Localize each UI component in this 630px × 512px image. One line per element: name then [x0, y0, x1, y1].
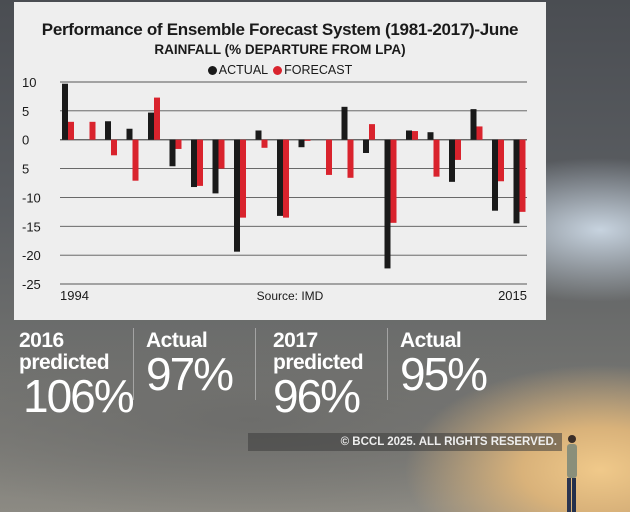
divider — [133, 328, 134, 400]
stat-value: 106% — [23, 370, 135, 422]
bar-forecast-1998 — [154, 97, 160, 140]
y-tick-label: -25 — [22, 277, 41, 292]
bar-forecast-2008 — [369, 124, 375, 140]
y-tick-label: 0 — [22, 133, 29, 148]
person-looking-up-image — [567, 435, 577, 512]
legend-forecast-label: FORECAST — [284, 63, 353, 77]
bar-forecast-1995 — [89, 121, 96, 140]
bar-forecast-2006 — [326, 139, 332, 175]
chart-title: Performance of Ensemble Forecast System … — [41, 20, 519, 39]
y-tick-label: -20 — [22, 248, 41, 263]
bar-actual-2001 — [212, 139, 219, 194]
stat-label: predicted — [19, 351, 110, 374]
y-tick-label: 5 — [22, 162, 29, 177]
stat-label: predicted — [273, 351, 364, 374]
stat-label: Actual — [146, 329, 208, 352]
bar-forecast-1997 — [132, 139, 139, 181]
bar-actual-2004 — [277, 139, 283, 216]
bar-actual-1997 — [126, 128, 133, 140]
legend-forecast-marker — [273, 66, 283, 75]
bar-actual-1998 — [148, 112, 154, 140]
chart-subtitle: RAINFALL (% DEPARTURE FROM LPA) — [154, 42, 406, 57]
y-tick-label: 5 — [22, 104, 29, 119]
bar-actual-2005 — [298, 139, 305, 148]
copyright-notice: © BCCL 2025. ALL RIGHTS RESERVED. — [248, 433, 562, 451]
stat-value: 96% — [273, 370, 361, 422]
bar-forecast-2009 — [390, 139, 397, 223]
bar-forecast-2002 — [240, 139, 246, 218]
stat-2017-actual: Actual 95% — [400, 329, 488, 400]
bar-actual-2015 — [513, 139, 520, 224]
bar-forecast-2005 — [304, 139, 311, 141]
bar-forecast-2001 — [218, 139, 225, 169]
bar-actual-2014 — [492, 139, 498, 211]
bar-forecast-2000 — [197, 139, 203, 186]
legend: ACTUAL FORECAST — [14, 63, 546, 77]
bar-forecast-2007 — [347, 139, 354, 178]
bar-forecast-1994 — [68, 121, 74, 140]
stat-value: 95% — [400, 348, 488, 400]
bar-forecast-2012 — [455, 139, 461, 160]
bar-actual-1999 — [169, 139, 176, 167]
chart-panel: Performance of Ensemble Forecast System … — [14, 2, 546, 320]
bar-actual-2008 — [363, 139, 369, 153]
y-tick-label: 10 — [22, 75, 36, 90]
divider — [387, 328, 388, 400]
stat-value: 97% — [146, 348, 234, 400]
y-tick-label: -10 — [22, 190, 41, 205]
bar-forecast-2011 — [433, 139, 440, 177]
bar-chart: 10 5 0 5 -10 -15 -20 -25 1994 2015 Source: IMD — [22, 75, 527, 303]
x-tick-label: 2015 — [498, 288, 527, 303]
bar-forecast-1996 — [111, 139, 117, 156]
legend-actual-label: ACTUAL — [218, 63, 268, 77]
bar-actual-2002 — [234, 139, 240, 252]
bar-forecast-2003 — [261, 139, 268, 148]
bar-actual-2013 — [470, 109, 477, 140]
bar-actual-2010 — [406, 130, 412, 140]
bar-actual-2009 — [384, 139, 391, 269]
bar-forecast-2010 — [412, 131, 418, 140]
stat-label: 2016 — [19, 329, 64, 352]
stat-2016-predicted: 2016 predicted 106% — [19, 329, 135, 422]
y-tick-label: -15 — [22, 219, 41, 234]
legend-actual-marker — [207, 66, 217, 75]
bar-actual-2012 — [449, 139, 455, 182]
bar-actual-1994 — [62, 83, 68, 140]
divider — [255, 328, 256, 400]
bar-actual-2000 — [191, 139, 197, 188]
bar-actual-2007 — [341, 106, 348, 140]
stat-2016-actual: Actual 97% — [146, 329, 234, 400]
bar-forecast-2014 — [498, 139, 504, 182]
bar-forecast-1999 — [175, 139, 182, 149]
source-note: Source: IMD — [257, 289, 324, 303]
bar-actual-2011 — [427, 132, 434, 140]
bar-forecast-2013 — [476, 126, 483, 140]
stat-label: 2017 — [273, 329, 318, 352]
bar-forecast-2004 — [283, 139, 289, 218]
stat-2017-predicted: 2017 predicted 96% — [273, 329, 364, 422]
bar-actual-1996 — [105, 121, 111, 140]
stat-label: Actual — [400, 329, 462, 352]
bar-forecast-2015 — [519, 139, 526, 212]
x-tick-label: 1994 — [60, 288, 89, 303]
bar-actual-2003 — [255, 130, 262, 140]
